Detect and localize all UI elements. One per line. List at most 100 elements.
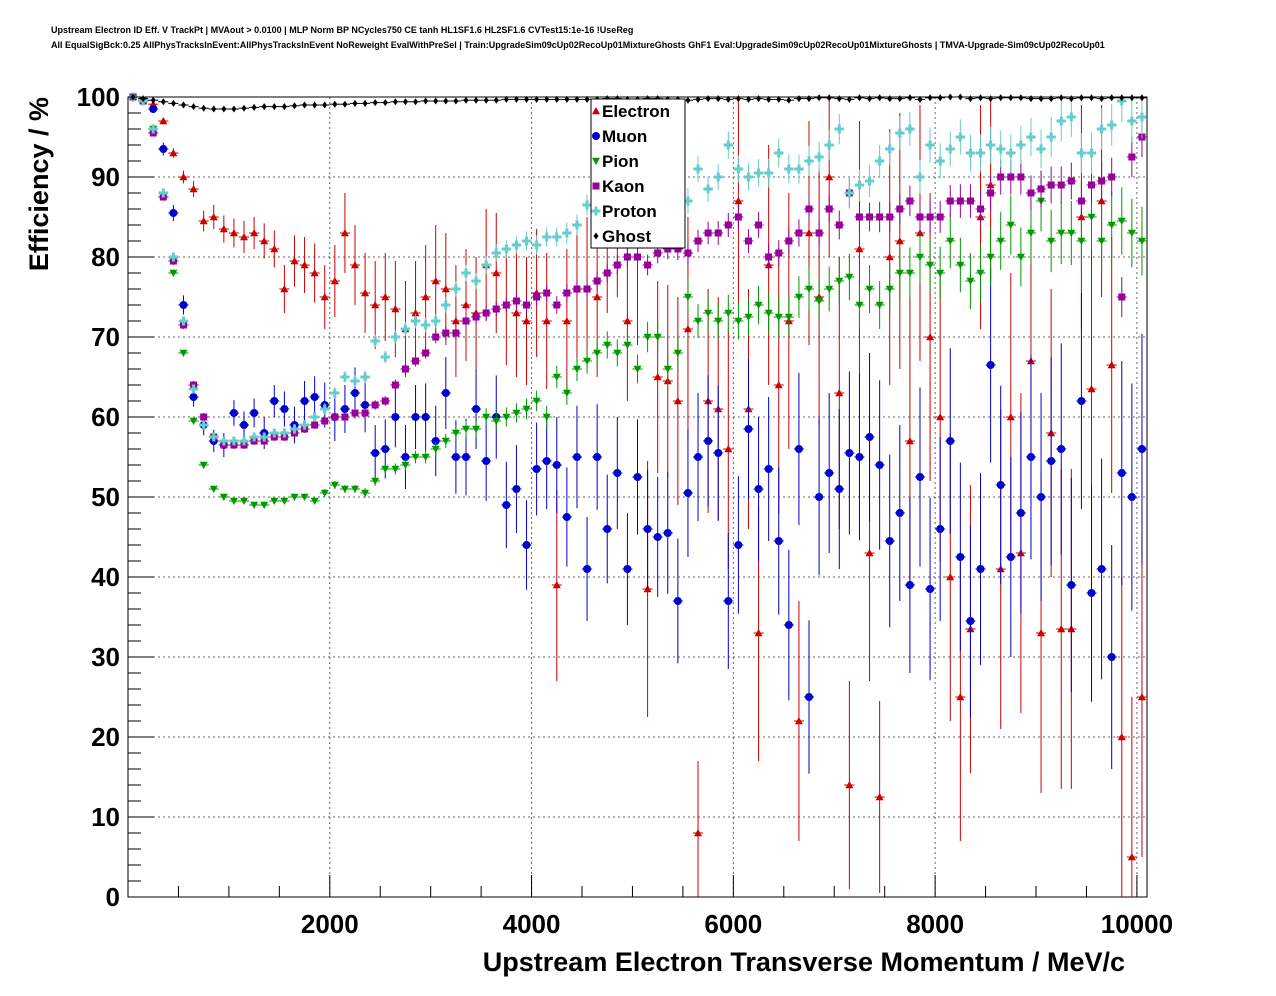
muon-point <box>149 105 158 113</box>
muon-point <box>714 449 723 457</box>
pion-point <box>946 237 955 245</box>
kaon-point <box>825 205 833 213</box>
series-pion <box>128 93 1147 509</box>
kaon-point <box>1007 173 1015 181</box>
electron-point <box>340 229 349 237</box>
ghost-point <box>352 99 358 107</box>
muon-point <box>189 393 198 401</box>
y-axis-label: Efficiency / % <box>24 97 54 271</box>
proton-point <box>199 420 209 430</box>
pion-point <box>683 293 692 301</box>
proton-point <box>330 388 340 398</box>
ghost-point <box>251 103 257 111</box>
muon-point <box>603 525 612 533</box>
electron-point <box>250 229 259 237</box>
kaon-point <box>1077 197 1085 205</box>
pion-point <box>905 269 914 277</box>
muon-point <box>694 453 703 461</box>
proton-point <box>945 144 955 154</box>
proton-point <box>380 352 390 362</box>
proton-point <box>875 156 885 166</box>
electron-point <box>512 309 521 317</box>
pion-point <box>492 417 501 425</box>
ghost-point <box>191 103 197 111</box>
pion-point <box>482 413 491 421</box>
proton-point <box>996 144 1006 154</box>
axis-ticks: 2000 4000 6000 8000 10000 0 10 20 30 40 50 60 70 80 90… <box>77 82 1173 939</box>
ghost-point <box>1139 94 1145 102</box>
pion-point <box>895 269 904 277</box>
ghost-point <box>816 94 822 102</box>
ghost-point <box>1109 94 1115 102</box>
muon-point <box>229 409 238 417</box>
electron-point <box>199 217 208 225</box>
ghost-point <box>1119 94 1125 102</box>
pion-point <box>340 485 349 493</box>
kaon-point <box>401 365 409 373</box>
legend-label-kaon: Kaon <box>602 177 645 196</box>
electron-point <box>290 257 299 265</box>
proton-point <box>1056 116 1066 126</box>
ghost-point <box>806 95 812 103</box>
kaon-point <box>603 269 611 277</box>
pion-point <box>461 425 470 433</box>
ghost-point <box>483 96 489 104</box>
ghost-point <box>725 95 731 103</box>
electron-point <box>260 237 269 245</box>
pion-point <box>663 365 672 373</box>
kaon-point <box>755 221 763 229</box>
pion-point <box>1057 229 1066 237</box>
pion-point <box>825 285 834 293</box>
pion-point <box>330 481 339 489</box>
proton-point <box>1137 112 1147 122</box>
pion-point <box>1087 213 1096 221</box>
muon-point <box>532 465 541 473</box>
ghost-point <box>140 95 146 103</box>
kaon-point <box>341 413 349 421</box>
y-tick-label: 60 <box>91 402 120 432</box>
x-tick-label: 2000 <box>301 909 359 939</box>
muon-point <box>613 469 622 477</box>
kaon-point <box>321 417 329 425</box>
electron-point <box>552 581 561 589</box>
electron-point <box>1107 361 1116 369</box>
proton-point <box>249 432 259 442</box>
muon-point <box>562 513 571 521</box>
pion-point <box>169 269 178 277</box>
pion-point <box>260 501 269 509</box>
electron-point <box>1097 197 1106 205</box>
electron-point <box>734 197 743 205</box>
muon-point <box>986 361 995 369</box>
proton-point <box>844 188 854 198</box>
ghost-point <box>947 93 953 101</box>
ghost-point <box>836 95 842 103</box>
kaon-point <box>563 289 571 297</box>
muon-point <box>169 209 178 217</box>
electron-point <box>240 233 249 241</box>
ghost-point <box>957 93 963 101</box>
muon-point <box>1026 453 1035 461</box>
ghost-point <box>756 95 762 103</box>
electron-point <box>1057 625 1066 633</box>
x-tick-label: 8000 <box>906 909 964 939</box>
ghost-point <box>524 95 530 103</box>
muon-point <box>482 457 491 465</box>
electron-point <box>593 293 602 301</box>
proton-point <box>854 180 864 190</box>
muon-point <box>1006 553 1015 561</box>
proton-point <box>522 236 532 246</box>
y-tick-label: 20 <box>91 722 120 752</box>
ghost-point <box>211 105 217 113</box>
proton-point <box>441 300 451 310</box>
muon-point <box>895 509 904 517</box>
muon-point <box>926 585 935 593</box>
proton-point <box>703 184 713 194</box>
ghost-point <box>130 93 136 101</box>
pion-point <box>784 313 793 321</box>
kaon-point <box>371 401 379 409</box>
legend-label-ghost: Ghost <box>602 227 651 246</box>
ghost-point <box>312 101 318 109</box>
kaon-point <box>573 285 581 293</box>
electron-point <box>431 277 440 285</box>
electron-point <box>1037 629 1046 637</box>
